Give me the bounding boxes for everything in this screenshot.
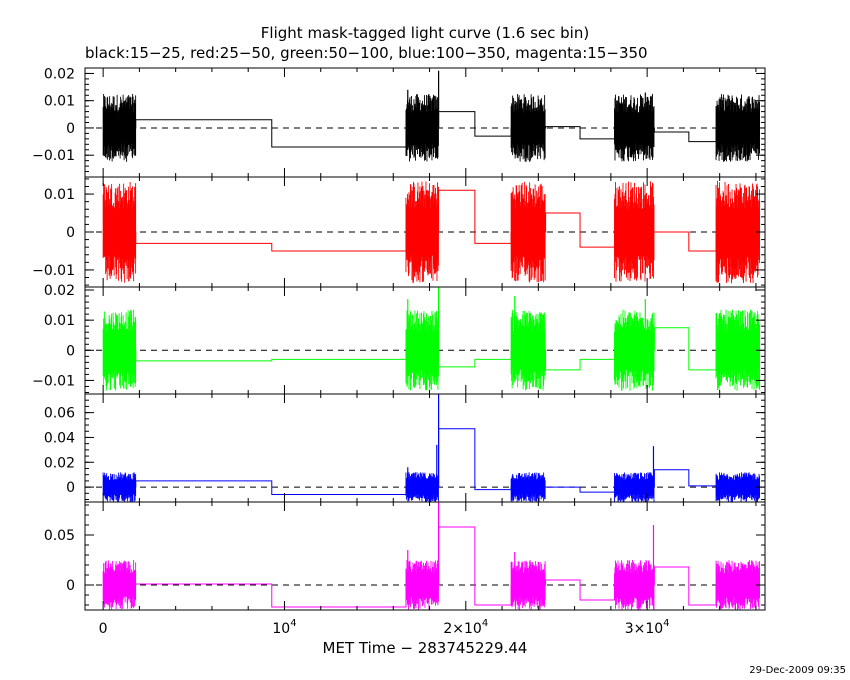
y-tick-label: 0.01: [44, 187, 75, 203]
y-tick-label: 0.05: [44, 528, 75, 544]
y-tick-label: 0: [66, 480, 75, 496]
x-tick-label: 2×104: [443, 618, 488, 637]
panel-2: 0.01 0 −0.01: [32, 176, 766, 288]
panels-layer: 0.020.010−0.010.010−0.010.020.010−0.010.…: [32, 66, 766, 611]
x-axis: 0 104 2×104 3×104: [99, 618, 670, 637]
binned-step-series: [103, 189, 760, 252]
noise-series: [102, 309, 760, 391]
panel-frame: [84, 501, 766, 611]
y-tick-label: 0: [66, 121, 75, 137]
panel-3: 0.02 0.01 0 −0.01: [32, 283, 766, 395]
binned-step-series: [103, 428, 760, 496]
chart-title: Flight mask-tagged light curve (1.6 sec …: [261, 24, 589, 42]
y-tick-label: 0.02: [44, 283, 75, 299]
panel-4: 0.06 0.04 0.02 0: [44, 393, 766, 503]
y-tick-label: −0.01: [32, 148, 75, 164]
y-tick-label: 0: [66, 225, 75, 241]
y-tick-label: 0.06: [44, 406, 75, 422]
binned-step-series: [103, 327, 760, 371]
y-tick-label: 0.01: [44, 94, 75, 110]
y-tick-label: 0: [66, 578, 75, 594]
y-tick-label: 0: [66, 343, 75, 359]
noise-series: [102, 93, 760, 162]
noise-series: [102, 180, 760, 284]
binned-step-series: [103, 111, 760, 148]
y-tick-label: −0.01: [32, 263, 75, 279]
panel-1: 0.02 0.01 0 −0.01: [32, 66, 766, 178]
x-tick-label: 0: [99, 621, 108, 637]
panel-5: 0.05 0: [44, 501, 766, 611]
chart-subtitle: black:15−25, red:25−50, green:50−100, bl…: [85, 44, 648, 62]
timestamp-label: 29-Dec-2009 09:35: [749, 665, 846, 676]
y-tick-label: −0.01: [32, 373, 75, 389]
y-tick-label: 0.04: [44, 430, 75, 446]
y-tick-label: 0.01: [44, 313, 75, 329]
binned-step-series: [103, 526, 760, 608]
y-tick-label: 0.02: [44, 455, 75, 471]
x-axis-label: MET Time − 283745229.44: [323, 639, 528, 657]
x-tick-label: 104: [272, 618, 296, 637]
x-tick-label: 3×104: [625, 618, 670, 637]
y-tick-label: 0.02: [44, 66, 75, 82]
